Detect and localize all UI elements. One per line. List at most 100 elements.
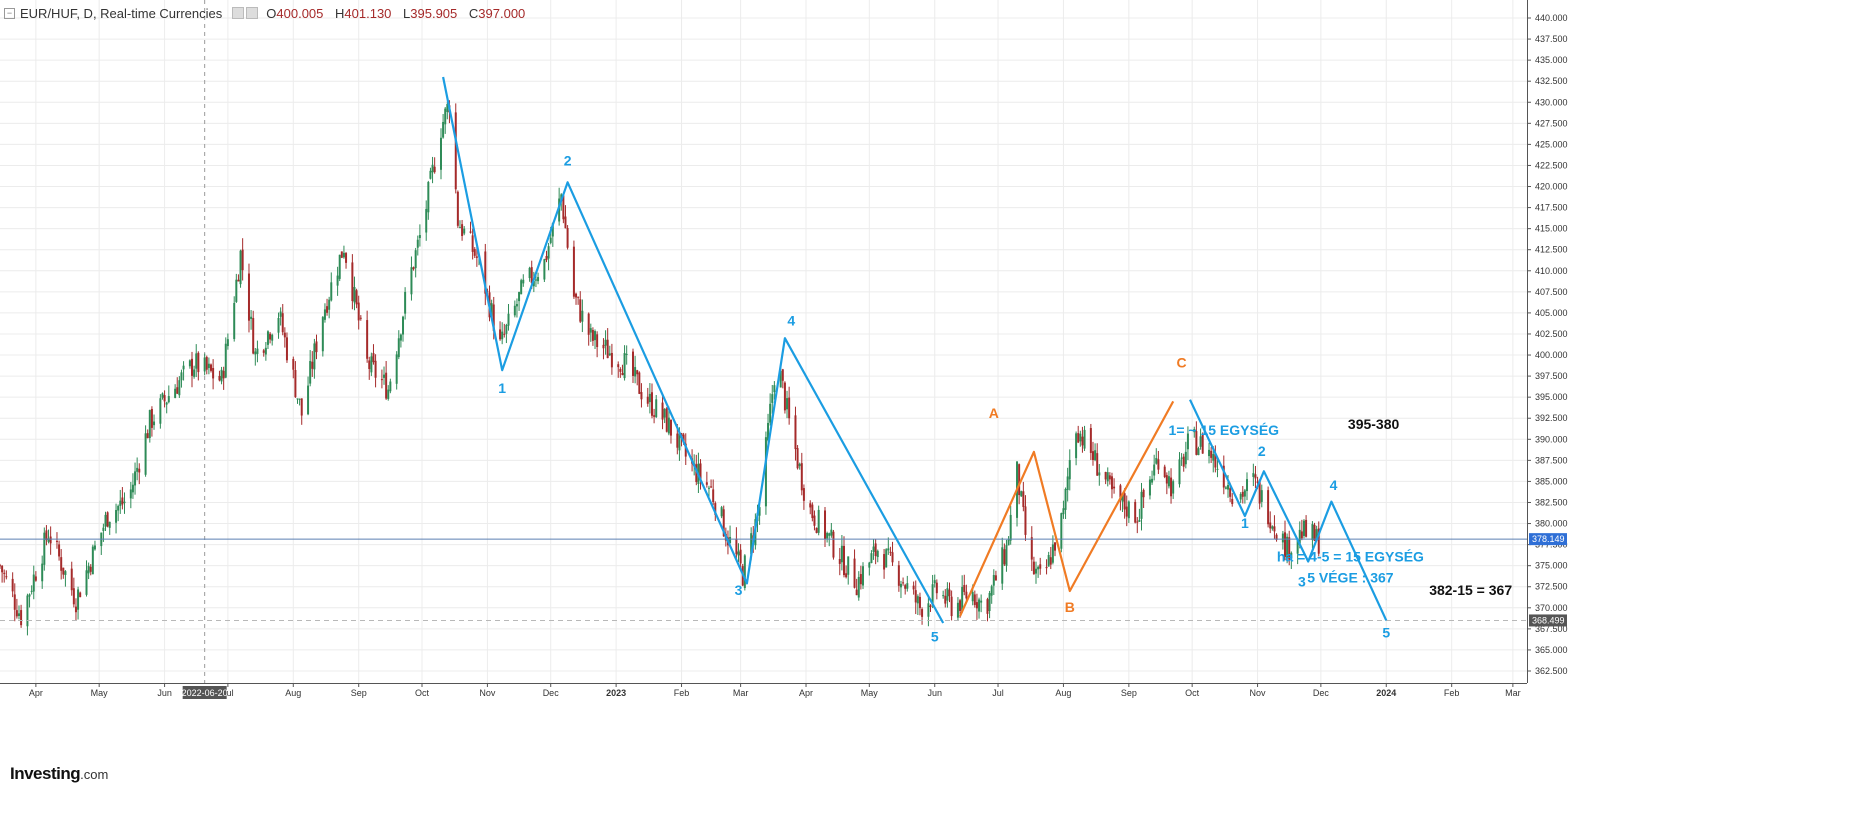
candle [163,390,166,408]
candle-body [418,235,421,239]
y-tick-label: 410.000 [1535,266,1568,276]
candle-body [653,415,656,417]
candle-body [743,555,746,589]
close-label: C [468,5,479,21]
candle-body [735,538,738,555]
candle-body [220,369,223,382]
y-tick-label: 427.500 [1535,118,1568,128]
candle-body [458,227,461,229]
x-tick-label: May [91,688,109,698]
candle-body [1252,473,1255,477]
candle-body [266,331,269,345]
candle-body [374,360,377,378]
candle [1134,499,1137,524]
candle-body [737,551,740,556]
candle-body [298,398,301,400]
candle-body [43,532,46,565]
candle [1290,551,1293,569]
candle [988,590,991,619]
candle-body [79,592,82,598]
candle-body [203,357,206,372]
candle [469,221,472,234]
grid [0,0,1527,683]
candle [70,561,73,596]
candle-body [309,361,312,384]
candle-body [604,339,607,346]
symbol-title[interactable]: EUR/HUF, D, Real-time Currencies [20,5,223,21]
candle [899,580,902,599]
candle [182,361,185,381]
candle-body [663,408,666,418]
candle-body [946,588,949,601]
candle [735,527,738,560]
price-tag-label: 378.149 [1532,534,1565,544]
candle-body [58,544,61,557]
candle-body [283,332,286,338]
candle-body [1083,429,1086,449]
candle [1054,541,1056,557]
candle [918,592,921,616]
candle-body [1091,451,1094,460]
candle [0,563,1,569]
candle [885,548,888,568]
candle-body [667,417,670,434]
candle [897,560,900,592]
wave-line-abc [958,400,1175,617]
candle-body [912,585,915,590]
candle-body [121,497,124,505]
candle-body [813,515,816,526]
candle-body [279,311,282,317]
candle [916,594,919,615]
candle [404,287,407,320]
candle [1167,470,1170,489]
visibility-icon[interactable] [246,7,259,19]
candle [648,383,651,414]
candle-body [1260,490,1263,502]
candle-body [416,239,419,248]
candle [106,511,109,528]
collapse-toggle-icon[interactable]: − [4,7,15,19]
candle [796,445,799,470]
candle-body [904,585,907,589]
x-tick-label: Nov [479,688,496,698]
candle-body [313,343,316,370]
candle [579,291,582,323]
candle [138,463,141,485]
candle [1039,557,1042,575]
candle [277,312,280,339]
candle [1142,488,1145,509]
candle-body [665,408,668,432]
candle-body [370,356,373,373]
candle-body [621,372,624,376]
candle [1182,453,1185,472]
logo-suffix: .com [80,767,109,782]
candle [197,351,200,381]
candle-body [176,387,179,394]
settings-icon[interactable] [232,7,245,19]
y-tick-label: 397.500 [1535,371,1568,381]
candle [1260,484,1263,508]
candle [1091,441,1094,466]
candle-body [277,317,280,333]
y-tick-label: 425.000 [1535,139,1568,149]
candle-body [148,410,151,439]
y-tick-label: 405.000 [1535,308,1568,318]
wave-label: A [989,405,999,421]
candle [338,254,341,282]
candle-body [161,393,164,398]
candle-body [678,432,681,451]
candle-body [11,578,14,592]
candle-body [1283,532,1286,557]
candle [193,365,196,379]
candle [414,247,417,278]
price-tag-label: 368.499 [1532,615,1565,625]
x-tick-label: Aug [1055,688,1071,698]
candle [55,532,58,549]
candle-body [351,262,354,302]
candle [47,529,50,544]
candle [1239,492,1242,503]
candle [131,473,134,499]
candle-body [906,583,909,589]
candle-body [330,282,333,301]
